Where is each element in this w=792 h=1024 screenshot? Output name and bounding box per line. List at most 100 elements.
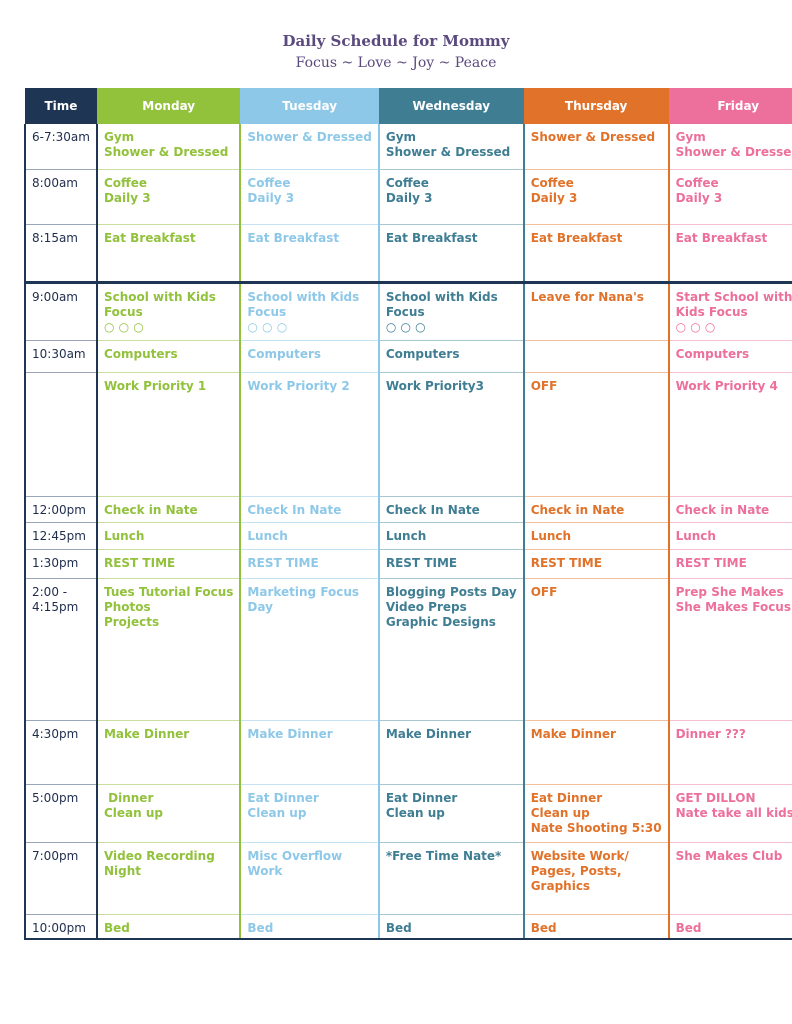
tuesday-cell: Misc Overflow Work	[240, 842, 380, 915]
cell-line: Graphic Designs	[385, 614, 496, 629]
cell-line: Make Dinner	[385, 726, 472, 741]
cell-line: Clean up	[103, 805, 163, 820]
table-row: 4:30pm Make Dinner Make Dinner Make Dinner M…	[24, 720, 792, 785]
tuesday-cell: Check In Nate	[240, 496, 380, 523]
monday-cell: Lunch	[96, 522, 242, 550]
wednesday-cell: Eat Dinner Clean up	[378, 784, 525, 843]
cell-line: 4:15pm	[32, 599, 79, 614]
cell-line: ○ ○ ○	[103, 319, 144, 334]
table-row: Work Priority 1 Work Priority 2 Work Prior…	[24, 372, 792, 497]
cell-line: Daily 3	[675, 190, 723, 205]
cell-line: Bed	[675, 920, 702, 935]
cell-line: Daily 3	[385, 190, 433, 205]
thursday-cell	[523, 340, 670, 373]
cell-line: Lunch	[385, 528, 427, 543]
cell-line: Work Priority 2	[247, 378, 350, 393]
friday-cell: REST TIME	[668, 549, 792, 579]
cell-line: Marketing Focus	[247, 584, 360, 599]
tuesday-cell: Make Dinner	[240, 720, 380, 785]
cell-line: Kids Focus	[675, 304, 748, 319]
time-cell	[24, 372, 98, 497]
column-header-thursday: Thursday	[523, 88, 669, 124]
thursday-cell: Website Work/Pages, Posts, Graphics	[523, 842, 670, 915]
column-header-time: Time	[25, 88, 97, 124]
thursday-cell: Leave for Nana's	[523, 282, 670, 341]
friday-cell: Coffee Daily 3	[668, 169, 792, 225]
friday-cell: Work Priority 4	[668, 372, 792, 497]
friday-cell: Computers	[668, 340, 792, 373]
friday-cell: Gym Shower & Dressed	[668, 124, 792, 170]
cell-line: Start School with	[675, 289, 792, 304]
cell-line: 10:00pm	[32, 920, 86, 935]
column-header-wednesday: Wednesday	[378, 88, 524, 124]
cell-line: Focus	[247, 304, 287, 319]
time-cell: 8:15am	[24, 224, 98, 284]
cell-line: Shower & Dressed	[385, 145, 511, 159]
cell-line: Clean up	[530, 805, 590, 820]
cell-line: 6-7:30am	[32, 130, 90, 144]
cell-line: Dinner	[103, 790, 154, 805]
friday-cell: Start School with Kids Focus ○ ○ ○	[668, 282, 792, 341]
time-cell: 8:00am	[24, 169, 98, 225]
cell-line: Check In Nate	[385, 502, 480, 517]
time-cell: 9:00am	[24, 282, 98, 341]
cell-line: GET DILLON	[675, 790, 756, 805]
cell-line: Computers	[103, 346, 178, 361]
monday-cell: Tues Tutorial Focus Photos Projects	[96, 578, 242, 721]
cell-line: REST TIME	[247, 555, 319, 570]
page-title: Daily Schedule for Mommy	[282, 32, 510, 50]
thursday-cell: OFF	[523, 578, 670, 721]
cell-line: Clean up	[385, 805, 445, 820]
cell-line: Make Dinner	[530, 726, 616, 741]
cell-line: Work	[247, 863, 283, 878]
cell-line: Daily 3	[530, 190, 578, 205]
cell-line: Bed	[530, 920, 557, 935]
cell-line: Eat Breakfast	[385, 230, 478, 245]
wednesday-cell: Make Dinner	[378, 720, 525, 785]
thursday-cell: Make Dinner	[523, 720, 670, 785]
cell-line: School with Kids	[385, 289, 498, 304]
cell-line: Tues Tutorial Focus	[103, 584, 234, 599]
cell-line: Computers	[247, 346, 322, 361]
table-row: 8:00am Coffee Daily 3 Coffee Daily 3 Coffee Da…	[24, 169, 792, 225]
cell-line: Lunch	[247, 528, 288, 543]
cell-line: ○ ○ ○	[385, 319, 426, 334]
friday-cell: Lunch	[668, 522, 792, 550]
time-cell: 4:30pm	[24, 720, 98, 785]
time-cell: 5:00pm	[24, 784, 98, 843]
cell-line: Day	[247, 599, 273, 614]
cell-line: 10:30am	[32, 346, 86, 361]
cell-line: 1:30pm	[32, 555, 79, 570]
cell-line: 8:15am	[32, 230, 78, 245]
cell-line: Night	[103, 863, 141, 878]
page-subtitle: Focus ~ Love ~ Joy ~ Peace	[295, 55, 497, 71]
cell-line: Work Priority 1	[103, 378, 207, 393]
table-row: 7:00pm Video Recording Night Misc Overflow W…	[24, 842, 792, 915]
monday-cell: REST TIME	[96, 549, 242, 579]
cell-line: Eat Breakfast	[247, 230, 340, 245]
tuesday-cell: Shower & Dressed	[240, 124, 380, 170]
table-row: 5:00pm Dinner Clean up Eat Dinner Clean up E…	[24, 784, 792, 843]
cell-line: Lunch	[103, 528, 145, 543]
thursday-cell: Coffee Daily 3	[523, 169, 670, 225]
cell-line: Work Priority 4	[675, 378, 778, 393]
tuesday-cell: Bed	[240, 914, 380, 940]
cell-line: Computers	[675, 346, 750, 361]
cell-line: Eat Breakfast	[103, 230, 196, 245]
cell-line: REST TIME	[103, 555, 176, 570]
tuesday-cell: School with Kids Focus ○ ○ ○	[240, 282, 380, 341]
wednesday-cell: Computers	[378, 340, 525, 373]
table-row: 6-7:30am Gym Shower & Dressed Shower & Dres…	[24, 124, 792, 170]
friday-cell: GET DILLON Nate take all kids?	[668, 784, 792, 843]
monday-cell: Video Recording Night	[96, 842, 242, 915]
cell-line: Check In Nate	[247, 502, 342, 517]
tuesday-cell: Work Priority 2	[240, 372, 380, 497]
cell-line: Shower & Dressed	[530, 130, 656, 144]
cell-line: Nate take all kids?	[675, 805, 792, 820]
monday-cell: Check in Nate	[96, 496, 242, 523]
cell-line: REST TIME	[675, 555, 747, 570]
column-header-friday: Friday	[668, 88, 792, 124]
cell-line: Eat Dinner	[247, 790, 319, 805]
wednesday-cell: Eat Breakfast	[378, 224, 525, 284]
monday-cell: Work Priority 1	[96, 372, 242, 497]
